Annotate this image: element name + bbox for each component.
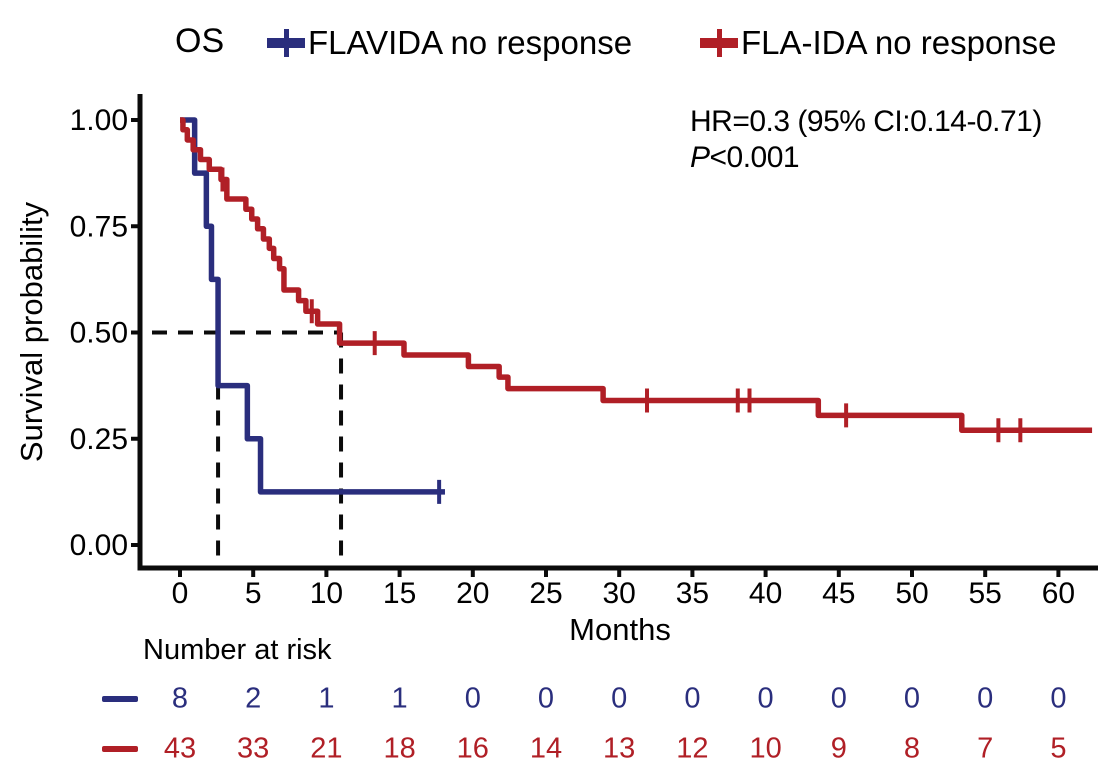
risk-value: 0: [830, 682, 847, 715]
x-tick-label: 40: [749, 577, 782, 610]
hr-annotation: HR=0.3 (95% CI:0.14-0.71) P<0.001: [690, 104, 1042, 176]
line-swatch-icon: [700, 38, 738, 48]
legend-label-flaida: FLA-IDA no response: [741, 24, 1057, 61]
risk-value: 5: [1050, 732, 1067, 765]
risk-value: 0: [684, 682, 701, 715]
risk-value: 0: [757, 682, 774, 715]
y-tick-label: 0.00: [70, 529, 128, 562]
hr-line: HR=0.3 (95% CI:0.14-0.71): [690, 105, 1042, 138]
y-tick-label: 0.50: [70, 317, 128, 350]
risk-value: 0: [464, 682, 481, 715]
risk-value: 1: [318, 682, 335, 715]
risk-value: 7: [977, 732, 994, 765]
x-tick-label: 60: [1042, 577, 1075, 610]
y-tick-label: 1.00: [70, 104, 128, 137]
x-tick-label: 35: [676, 577, 709, 610]
legend-key-flaida-icon: [700, 29, 738, 57]
risk-value: 21: [310, 732, 343, 765]
x-tick-label: 5: [245, 577, 262, 610]
risk-value: 10: [749, 732, 782, 765]
risk-value: 1: [391, 682, 408, 715]
risk-value: 0: [977, 682, 994, 715]
risk-row-dash-icon: [102, 746, 138, 752]
risk-value: 33: [237, 732, 270, 765]
y-tick-label: 0.75: [70, 210, 128, 243]
x-tick-label: 50: [895, 577, 928, 610]
risk-value: 8: [171, 682, 189, 715]
x-tick-label: 45: [822, 577, 855, 610]
y-tick-label: 0.25: [70, 423, 128, 456]
risk-value: 0: [903, 682, 921, 715]
chart-title: OS: [175, 22, 225, 60]
risk-value: 0: [537, 682, 555, 715]
x-tick-label: 55: [969, 577, 1002, 610]
risk-row-dash-icon: [102, 696, 138, 702]
line-swatch-icon: [267, 38, 305, 48]
survival-curve-flaida: [180, 117, 1093, 433]
risk-value: 13: [603, 732, 636, 765]
risk-value: 14: [529, 732, 563, 765]
risk-value: 2: [245, 682, 262, 715]
risk-value: 0: [611, 682, 628, 715]
x-tick-label: 20: [456, 577, 489, 610]
x-tick-label: 0: [172, 577, 189, 610]
survival-curve-flavida: [180, 117, 445, 495]
risk-value: 18: [383, 732, 416, 765]
risk-value: 12: [676, 732, 709, 765]
risk-table-label: Number at risk: [143, 634, 332, 666]
risk-value: 16: [456, 732, 489, 765]
x-axis-label: Months: [569, 612, 671, 647]
risk-value: 9: [830, 732, 847, 765]
x-tick-label: 30: [603, 577, 636, 610]
risk-value: 43: [163, 732, 197, 765]
p-value: P<0.001: [690, 141, 800, 174]
x-tick-label: 10: [310, 577, 343, 610]
risk-value: 0: [1050, 682, 1067, 715]
legend-key-flavida-icon: [267, 29, 305, 57]
legend-label-flavida: FLAVIDA no response: [308, 24, 633, 61]
risk-value: 8: [903, 732, 921, 765]
axes: [137, 94, 1098, 571]
x-tick-label: 15: [383, 577, 416, 610]
x-tick-label: 25: [529, 577, 562, 610]
